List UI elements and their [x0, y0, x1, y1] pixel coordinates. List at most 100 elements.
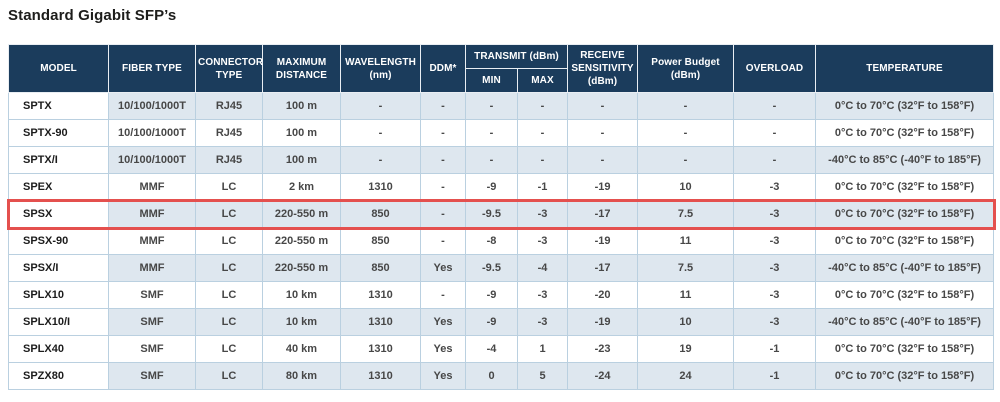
tx-min-cell: 0 — [465, 362, 518, 390]
tx-min-cell: - — [465, 119, 518, 147]
table-row: SPLX10 SMF LC 10 km 1310- -9 -3 -20 11 -3 0°C to 7… — [8, 281, 995, 309]
max-distance-cell: 100 m — [262, 119, 341, 147]
table-row: SPTX-90 10/100/1000T RJ45 100 m - - - - - - -0°C t… — [8, 119, 995, 147]
header-transmit-group: TRANSMIT (dBm) — [464, 44, 569, 69]
temperature-cell: -40°C to 85°C (-40°F to 185°F) — [815, 308, 995, 336]
tx-min-cell: -9.5 — [465, 200, 518, 228]
power-budget-cell: 11 — [637, 227, 735, 255]
tx-max-cell: - — [516, 146, 569, 174]
ddm-cell: Yes — [420, 362, 466, 390]
connector-type-cell: RJ45 — [195, 146, 263, 174]
model-cell: SPSX-90 — [8, 227, 109, 255]
header-model: MODEL — [8, 44, 109, 93]
model-cell: SPLX10 — [8, 281, 109, 309]
table-row: SPSX/I MMF LC 220-550 m 850 Yes -9.5 -4 -17 7.5 -3… — [8, 254, 995, 282]
rx-sensitivity-cell: -23 — [567, 335, 639, 363]
power-budget-cell: 7.5 — [637, 200, 735, 228]
rx-sensitivity-cell: -17 — [567, 254, 639, 282]
fiber-type-cell: MMF — [108, 173, 196, 201]
temperature-cell: 0°C to 70°C (32°F to 158°F) — [815, 227, 995, 255]
max-distance-cell: 10 km — [262, 308, 341, 336]
power-budget-cell: 10 — [637, 173, 735, 201]
wavelength-cell: - — [340, 146, 421, 174]
wavelength-cell: 1310 — [340, 173, 421, 201]
fiber-type-cell: MMF — [108, 254, 196, 282]
model-cell: SPSX/I — [8, 254, 109, 282]
tx-max-cell: -3 — [516, 200, 569, 228]
tx-min-cell: - — [465, 92, 518, 120]
header-overload: OVERLOAD — [733, 44, 817, 93]
max-distance-cell: 100 m — [262, 146, 341, 174]
header-transmit-min: MIN — [465, 68, 518, 93]
table-row: SPLX40 SMF LC 40 km 1310 Yes -4 1 -23 19 -1 0°C to … — [8, 335, 995, 363]
overload-cell: -3 — [733, 227, 817, 255]
tx-max-cell: -1 — [516, 173, 569, 201]
power-budget-cell: 24 — [637, 362, 735, 390]
fiber-type-cell: 10/100/1000T — [108, 119, 196, 147]
tx-max-cell: - — [516, 92, 569, 120]
header-maximum-distance: MAXIMUM DISTANCE — [262, 44, 341, 93]
max-distance-cell: 10 km — [262, 281, 341, 309]
ddm-cell: Yes — [420, 308, 466, 336]
ddm-cell: - — [420, 173, 466, 201]
fiber-type-cell: SMF — [108, 281, 196, 309]
fiber-type-cell: SMF — [108, 308, 196, 336]
rx-sensitivity-cell: -19 — [567, 308, 639, 336]
connector-type-cell: LC — [195, 200, 263, 228]
power-budget-cell: 11 — [637, 281, 735, 309]
power-budget-cell: 10 — [637, 308, 735, 336]
temperature-cell: -40°C to 85°C (-40°F to 185°F) — [815, 146, 995, 174]
overload-cell: -1 — [733, 335, 817, 363]
table-body: SPTX 10/100/1000T RJ45 100 m - - - - - - -0°C to 7… — [8, 92, 995, 390]
max-distance-cell: 220-550 m — [262, 227, 341, 255]
tx-max-cell: -3 — [516, 308, 569, 336]
overload-cell: -3 — [733, 254, 817, 282]
tx-min-cell: - — [465, 146, 518, 174]
model-cell: SPLX40 — [8, 335, 109, 363]
connector-type-cell: LC — [195, 308, 263, 336]
tx-min-cell: -9 — [465, 173, 518, 201]
temperature-cell: 0°C to 70°C (32°F to 158°F) — [815, 200, 995, 228]
fiber-type-cell: 10/100/1000T — [108, 92, 196, 120]
ddm-cell: - — [420, 92, 466, 120]
ddm-cell: - — [420, 281, 466, 309]
rx-sensitivity-cell: -19 — [567, 227, 639, 255]
wavelength-cell: 1310 — [340, 308, 421, 336]
overload-cell: - — [733, 119, 817, 147]
fiber-type-cell: MMF — [108, 200, 196, 228]
header-fiber-type: FIBER TYPE — [108, 44, 196, 93]
wavelength-cell: - — [340, 92, 421, 120]
table-row: SPEX MMF LC 2 km 1310- -9 -1 -19 10 -3 0°C to 70°C… — [8, 173, 995, 201]
header-wavelength: WAVELENGTH (nm) — [340, 44, 421, 93]
rx-sensitivity-cell: -19 — [567, 173, 639, 201]
tx-max-cell: -3 — [516, 227, 569, 255]
table-row: SPZX80 SMF LC 80 km 1310 Yes 0 5 -24 24 -1 0°C to 7… — [8, 362, 995, 390]
table-row: SPTX/I 10/100/1000T RJ45 100 m - - - - - - - -40°C … — [8, 146, 995, 174]
header-ddm: DDM* — [420, 44, 466, 93]
overload-cell: - — [733, 146, 817, 174]
header-power-budget: Power Budget (dBm) — [637, 44, 735, 93]
header-receive-sensitivity: RECEIVE SENSITIVITY (dBm) — [567, 44, 639, 93]
overload-cell: -3 — [733, 281, 817, 309]
tx-min-cell: -9 — [465, 308, 518, 336]
tx-max-cell: - — [516, 119, 569, 147]
sfp-spec-table: MODEL FIBER TYPE CONNECTOR TYPE MAXIMUM … — [8, 44, 995, 390]
model-cell: SPEX — [8, 173, 109, 201]
tx-min-cell: -9 — [465, 281, 518, 309]
tx-max-cell: 1 — [516, 335, 569, 363]
overload-cell: -3 — [733, 173, 817, 201]
fiber-type-cell: 10/100/1000T — [108, 146, 196, 174]
wavelength-cell: - — [340, 119, 421, 147]
rx-sensitivity-cell: - — [567, 119, 639, 147]
ddm-cell: Yes — [420, 254, 466, 282]
connector-type-cell: LC — [195, 335, 263, 363]
header-temperature: TEMPERATURE — [815, 44, 995, 93]
model-cell: SPTX — [8, 92, 109, 120]
model-cell: SPTX-90 — [8, 119, 109, 147]
connector-type-cell: LC — [195, 362, 263, 390]
table-row: SPTX 10/100/1000T RJ45 100 m - - - - - - -0°C to 7… — [8, 92, 995, 120]
max-distance-cell: 40 km — [262, 335, 341, 363]
overload-cell: - — [733, 92, 817, 120]
overload-cell: -1 — [733, 362, 817, 390]
